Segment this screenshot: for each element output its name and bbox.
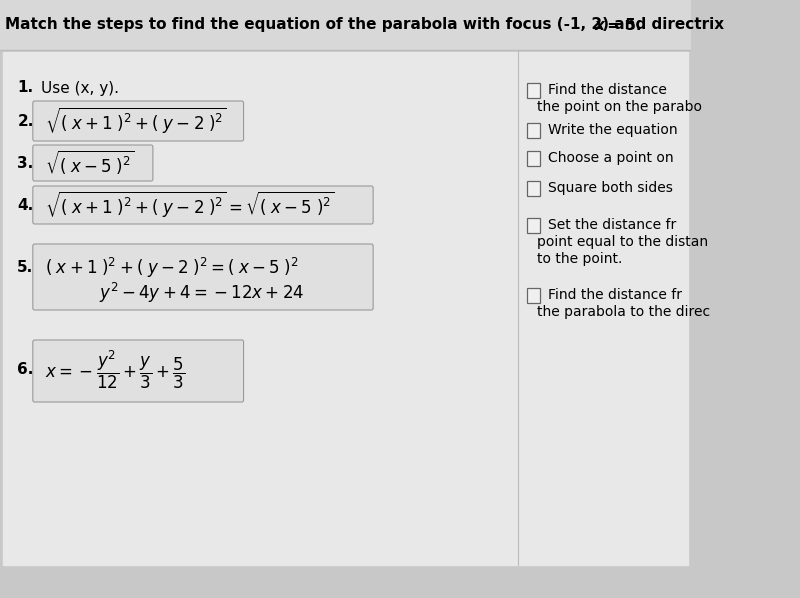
Text: $(\;x+1\;)^2+(\;y-2\;)^2=(\;x-5\;)^2$: $(\;x+1\;)^2+(\;y-2\;)^2=(\;x-5\;)^2$ bbox=[45, 256, 298, 280]
Bar bbox=[2, 52, 688, 565]
Text: $\sqrt{(\;x+1\;)^2+(\;y-2\;)^2}$: $\sqrt{(\;x+1\;)^2+(\;y-2\;)^2}$ bbox=[45, 106, 226, 136]
FancyBboxPatch shape bbox=[33, 145, 153, 181]
Text: Match the steps to find the equation of the parabola with focus (-1, 2) and dire: Match the steps to find the equation of … bbox=[5, 17, 730, 32]
Text: 4.: 4. bbox=[18, 197, 34, 212]
Text: 5.: 5. bbox=[18, 261, 34, 276]
Text: Find the distance: Find the distance bbox=[547, 83, 666, 97]
Bar bbox=[0, 0, 691, 50]
Text: point equal to the distan: point equal to the distan bbox=[538, 235, 708, 249]
FancyBboxPatch shape bbox=[33, 186, 373, 224]
Text: 3.: 3. bbox=[18, 155, 34, 170]
Bar bbox=[527, 151, 540, 166]
FancyBboxPatch shape bbox=[33, 101, 243, 141]
FancyBboxPatch shape bbox=[33, 340, 243, 402]
Bar bbox=[527, 181, 540, 196]
Text: 2.: 2. bbox=[18, 114, 34, 129]
Text: x: x bbox=[594, 17, 604, 32]
Text: Use (x, y).: Use (x, y). bbox=[42, 81, 119, 96]
Text: $\sqrt{(\;x-5\;)^2}$: $\sqrt{(\;x-5\;)^2}$ bbox=[45, 149, 134, 177]
Text: $x = -\dfrac{y^2}{12}+\dfrac{y}{3}+\dfrac{5}{3}$: $x = -\dfrac{y^2}{12}+\dfrac{y}{3}+\dfra… bbox=[45, 349, 186, 391]
Bar bbox=[527, 288, 540, 303]
Text: the point on the parabo: the point on the parabo bbox=[538, 100, 702, 114]
Bar bbox=[527, 83, 540, 98]
Text: the parabola to the direc: the parabola to the direc bbox=[538, 305, 710, 319]
Text: to the point.: to the point. bbox=[538, 252, 622, 266]
Text: Choose a point on: Choose a point on bbox=[547, 151, 674, 165]
Text: Square both sides: Square both sides bbox=[547, 181, 673, 195]
Text: Set the distance fr: Set the distance fr bbox=[547, 218, 676, 232]
Text: 6.: 6. bbox=[18, 362, 34, 377]
Text: $\sqrt{(\;x+1\;)^2+(\;y-2\;)^2} = \sqrt{(\;x-5\;)^2}$: $\sqrt{(\;x+1\;)^2+(\;y-2\;)^2} = \sqrt{… bbox=[45, 190, 334, 220]
Text: Write the equation: Write the equation bbox=[547, 123, 678, 137]
Text: $y^2-4y+4=-12x+24$: $y^2-4y+4=-12x+24$ bbox=[99, 281, 305, 305]
FancyBboxPatch shape bbox=[33, 244, 373, 310]
Text: = 5.: = 5. bbox=[602, 17, 642, 32]
Text: Find the distance fr: Find the distance fr bbox=[547, 288, 682, 302]
Bar bbox=[527, 123, 540, 138]
Text: 1.: 1. bbox=[18, 81, 34, 96]
Bar bbox=[527, 218, 540, 233]
